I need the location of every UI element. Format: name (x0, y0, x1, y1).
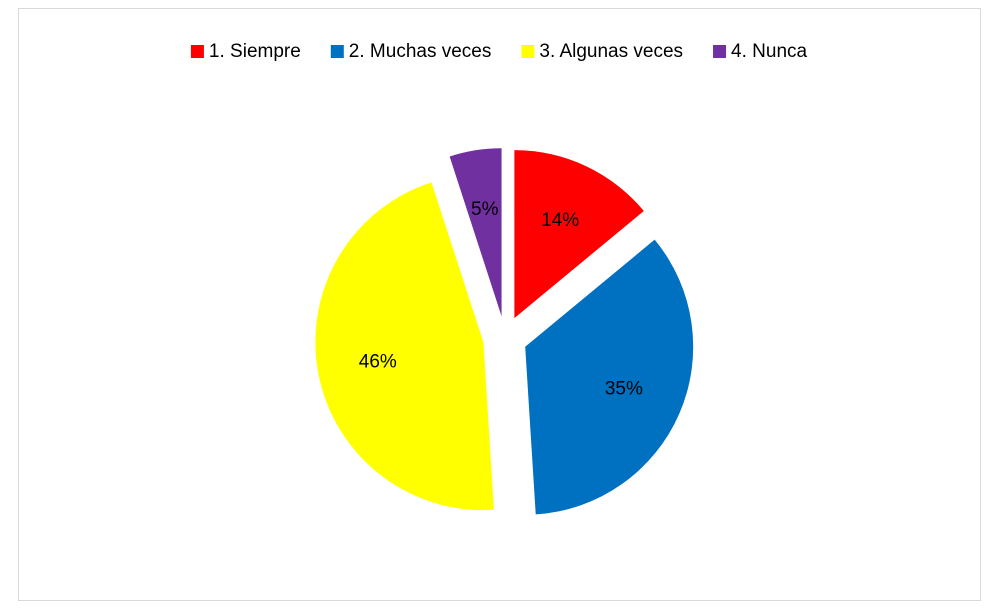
legend-label: 4. Nunca (731, 41, 807, 62)
pie-slice (449, 148, 502, 317)
legend-swatch (521, 45, 535, 58)
pie-slice (315, 182, 494, 511)
legend-swatch (713, 45, 727, 58)
legend-label: 2. Muchas veces (349, 41, 492, 62)
legend-swatch (190, 45, 204, 58)
pie-slice (514, 150, 644, 319)
pie-slice (525, 239, 694, 515)
data-label: 5% (471, 199, 499, 220)
data-label: 14% (541, 210, 579, 231)
data-label: 35% (605, 378, 643, 399)
data-label: 46% (359, 351, 397, 372)
legend-label: 3. Algunas veces (539, 41, 683, 62)
legend-label: 1. Siempre (209, 41, 301, 62)
legend-swatch (330, 45, 344, 58)
